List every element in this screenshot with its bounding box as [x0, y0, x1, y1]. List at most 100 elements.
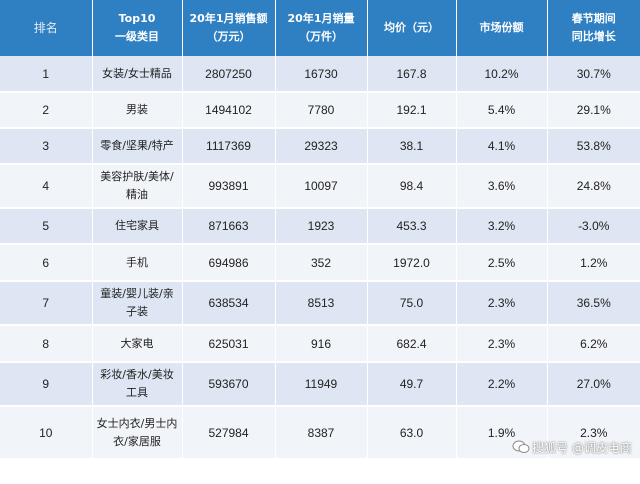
- table-row: 2 男装 1494102 7780 192.1 5.4% 29.1%: [0, 92, 640, 129]
- header-market-share: 市场份额: [456, 0, 548, 56]
- category-line: 女装/女士精品: [102, 66, 172, 80]
- market-share-cell: 3.2%: [456, 208, 548, 245]
- volume-cell: 29323: [275, 128, 368, 165]
- category-line: 精油: [126, 188, 148, 201]
- market-share-cell: 4.1%: [456, 128, 548, 165]
- category-line: 大家电: [120, 336, 154, 350]
- growth-cell: 24.8%: [547, 164, 640, 209]
- volume-cell: 8387: [275, 406, 368, 460]
- category-line: 零食/坚果/特产: [100, 139, 174, 152]
- avg-price-cell: 192.1: [367, 92, 457, 129]
- sales-cell: 638534: [182, 281, 276, 326]
- category-cell: 零食/坚果/特产: [92, 128, 183, 165]
- market-share-cell: 2.3%: [456, 325, 548, 363]
- rank-cell: 2: [0, 92, 93, 129]
- market-share-cell: 5.4%: [456, 92, 548, 129]
- avg-price-cell: 98.4: [367, 164, 457, 209]
- sales-cell: 993891: [182, 164, 276, 209]
- table-row: 5 住宅家具 871663 1923 453.3 3.2% -3.0%: [0, 208, 640, 245]
- category-line: 工具: [126, 386, 148, 399]
- rank-cell: 1: [0, 56, 93, 93]
- rank-cell: 3: [0, 128, 93, 165]
- sales-cell: 625031: [182, 325, 276, 363]
- growth-cell: 36.5%: [547, 281, 640, 326]
- growth-cell: 2.3%: [547, 406, 640, 460]
- top10-category-table: 排名 Top10 一级类目 20年1月销售额 （万元） 20年1月销量 （万件） 均价…: [0, 0, 640, 460]
- sales-cell: 694986: [182, 244, 276, 282]
- volume-cell: 352: [275, 244, 368, 282]
- table-row: 3 零食/坚果/特产 1117369 29323 38.1 4.1% 53.8%: [0, 128, 640, 165]
- avg-price-cell: 682.4: [367, 325, 457, 363]
- category-cell: 女士内衣/男士内 衣/家居服: [92, 406, 183, 460]
- rank-cell: 9: [0, 362, 93, 407]
- header-category: Top10 一级类目: [92, 0, 183, 56]
- avg-price-cell: 63.0: [367, 406, 457, 460]
- table-header-row: 排名 Top10 一级类目 20年1月销售额 （万元） 20年1月销量 （万件） 均价…: [0, 0, 640, 56]
- rank-cell: 4: [0, 164, 93, 209]
- category-cell: 彩妆/香水/美妆 工具: [92, 362, 183, 407]
- sales-cell: 593670: [182, 362, 276, 407]
- rank-cell: 5: [0, 208, 93, 245]
- category-line: 子装: [126, 305, 148, 318]
- growth-cell: -3.0%: [547, 208, 640, 245]
- watermark-line2: 调皮电商: [583, 441, 632, 455]
- volume-cell: 10097: [275, 164, 368, 209]
- table-row: 7 童装/婴儿装/亲 子装 638534 8513 75.0 2.3% 36.5%: [0, 281, 640, 326]
- header-rank: 排名: [0, 0, 93, 56]
- market-share-cell: 10.2%: [456, 56, 548, 93]
- category-cell: 男装: [92, 92, 183, 129]
- category-cell: 住宅家具: [92, 208, 183, 245]
- table-row: 8 大家电 625031 916 682.4 2.3% 6.2%: [0, 325, 640, 363]
- market-share-cell: 1.9%: [456, 406, 548, 460]
- growth-cell: 6.2%: [547, 325, 640, 363]
- market-share-cell: 2.3%: [456, 281, 548, 326]
- category-line: 女士内衣/男士内: [96, 416, 178, 430]
- avg-price-cell: 167.8: [367, 56, 457, 93]
- growth-cell: 29.1%: [547, 92, 640, 129]
- volume-cell: 8513: [275, 281, 368, 326]
- category-cell: 女装/女士精品: [92, 56, 183, 93]
- rank-cell: 7: [0, 281, 93, 326]
- growth-cell: 1.2%: [547, 244, 640, 282]
- header-avg-price: 均价（元）: [367, 0, 457, 56]
- avg-price-cell: 453.3: [367, 208, 457, 245]
- category-line: 男装: [126, 103, 148, 116]
- wechat-icon: [512, 440, 530, 454]
- category-cell: 童装/婴儿装/亲 子装: [92, 281, 183, 326]
- category-line: 手机: [126, 255, 148, 269]
- rank-cell: 6: [0, 244, 93, 282]
- category-line: 住宅家具: [115, 219, 159, 232]
- volume-cell: 1923: [275, 208, 368, 245]
- category-cell: 手机: [92, 244, 183, 282]
- watermark-line1: 搜狐号 @: [532, 441, 584, 455]
- category-line: 童装/婴儿装/亲: [100, 287, 174, 300]
- header-growth: 春节期间 同比增长: [547, 0, 640, 56]
- table-row: 10 女士内衣/男士内 衣/家居服 527984 8387 63.0 1.9% 2.3%: [0, 406, 640, 460]
- market-share-cell: 2.5%: [456, 244, 548, 282]
- sales-cell: 1494102: [182, 92, 276, 129]
- sales-cell: 527984: [182, 406, 276, 460]
- sales-cell: 1117369: [182, 128, 276, 165]
- market-share-cell: 3.6%: [456, 164, 548, 209]
- table-row: 6 手机 694986 352 1972.0 2.5% 1.2%: [0, 244, 640, 282]
- market-share-cell: 2.2%: [456, 362, 548, 407]
- rank-cell: 8: [0, 325, 93, 363]
- volume-cell: 7780: [275, 92, 368, 129]
- avg-price-cell: 49.7: [367, 362, 457, 407]
- category-cell: 大家电: [92, 325, 183, 363]
- table-row: 9 彩妆/香水/美妆 工具 593670 11949 49.7 2.2% 27.0%: [0, 362, 640, 407]
- avg-price-cell: 1972.0: [367, 244, 457, 282]
- watermark: 搜狐号 @调皮电商: [512, 440, 632, 455]
- category-line: 彩妆/香水/美妆: [100, 368, 174, 381]
- sales-cell: 871663: [182, 208, 276, 245]
- avg-price-cell: 75.0: [367, 281, 457, 326]
- header-sales: 20年1月销售额 （万元）: [182, 0, 276, 56]
- sales-cell: 2807250: [182, 56, 276, 93]
- growth-cell: 30.7%: [547, 56, 640, 93]
- avg-price-cell: 38.1: [367, 128, 457, 165]
- header-volume: 20年1月销量 （万件）: [275, 0, 368, 56]
- category-cell: 美容护肤/美体/精油: [92, 164, 183, 209]
- rank-cell: 10: [0, 406, 93, 460]
- category-line: 美容护肤/美体/: [100, 170, 174, 183]
